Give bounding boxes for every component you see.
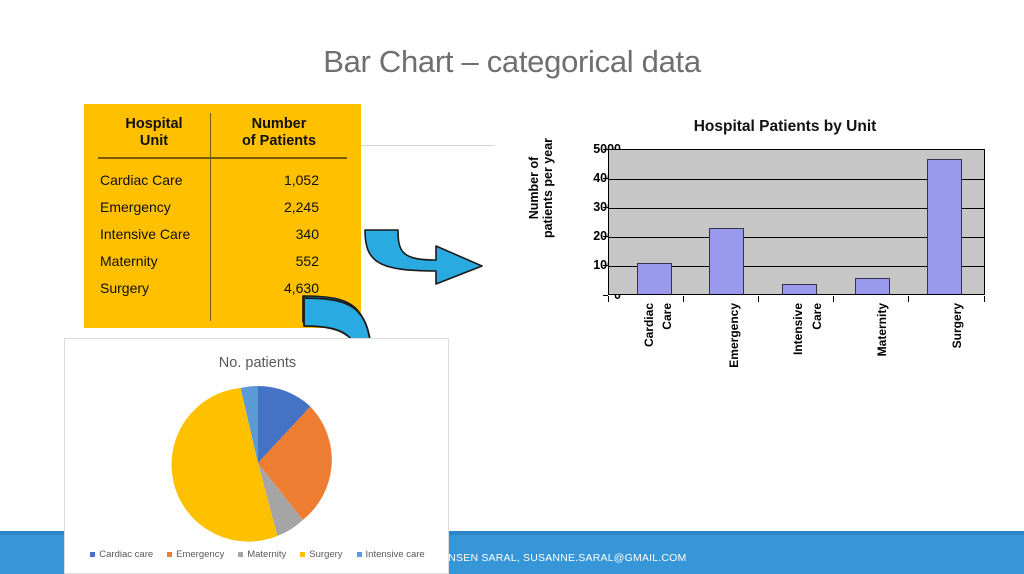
x-axis-tickmark bbox=[683, 296, 684, 302]
table-header-unit-line2: Unit bbox=[139, 133, 169, 149]
table-cell-unit: Maternity bbox=[100, 253, 158, 269]
legend-swatch-icon bbox=[90, 552, 96, 557]
x-axis-tick-maternity: Maternity bbox=[861, 303, 903, 376]
table-cell-unit: Cardiac Care bbox=[100, 172, 183, 188]
gridline bbox=[609, 237, 984, 238]
table-cell-patients: 340 bbox=[295, 226, 319, 242]
y-axis-tickmark bbox=[603, 149, 608, 150]
table-cell-patients: 4,630 bbox=[283, 280, 319, 296]
bar-cardiac-care bbox=[637, 263, 672, 294]
y-axis-tickmark bbox=[603, 178, 608, 179]
pie-slice-intensive-care bbox=[240, 386, 258, 463]
x-axis-tickmark bbox=[908, 296, 909, 302]
x-axis-tickmark bbox=[758, 296, 759, 302]
y-axis-tickmark bbox=[603, 207, 608, 208]
gridline bbox=[609, 179, 984, 180]
gridline bbox=[609, 266, 984, 267]
pie-slice-cardiac-care bbox=[258, 385, 311, 463]
pie-slice-maternity bbox=[258, 463, 303, 536]
bar-chart: Hospital Patients by Unit Number of pati… bbox=[505, 118, 1005, 383]
legend-swatch-icon bbox=[300, 552, 306, 557]
table-header-unit: Hospital Unit bbox=[98, 116, 210, 150]
legend-swatch-icon bbox=[238, 552, 244, 557]
bar-surgery bbox=[927, 159, 962, 294]
table-cell-patients: 552 bbox=[295, 253, 319, 269]
x-axis-tick-emergency: Emergency bbox=[713, 303, 755, 388]
legend-label: Emergency bbox=[176, 549, 225, 560]
x-tick-line2: Care bbox=[810, 303, 824, 330]
x-tick-line1: Emergency bbox=[727, 303, 741, 368]
bar-emergency bbox=[709, 228, 744, 294]
x-tick-line1: Surgery bbox=[950, 303, 964, 349]
pie-chart-title: No. patients bbox=[218, 355, 297, 371]
table-header-unit-line1: Hospital bbox=[125, 116, 183, 132]
bar-intensive-care bbox=[782, 284, 817, 294]
legend-item-surgery: Surgery bbox=[300, 549, 343, 560]
table-header-patients-line1: Number bbox=[251, 116, 307, 132]
legend-swatch-icon bbox=[356, 552, 362, 557]
legend-label: Maternity bbox=[247, 549, 287, 560]
bar-chart-plot-area bbox=[608, 149, 985, 295]
legend-label: Intensive care bbox=[365, 549, 425, 560]
legend-label: Cardiac care bbox=[99, 549, 154, 560]
x-axis-tickmark bbox=[833, 296, 834, 302]
pie-chart-graphic bbox=[171, 385, 332, 542]
y-axis-tick: 0 bbox=[614, 288, 621, 302]
legend-item-emergency: Emergency bbox=[167, 549, 224, 560]
y-axis-tickmark bbox=[603, 236, 608, 237]
y-axis-tickmark bbox=[603, 265, 608, 266]
table-header-patients: Number of Patients bbox=[211, 116, 347, 150]
x-tick-line2: Care bbox=[660, 303, 674, 330]
curved-right-arrow-icon bbox=[364, 229, 483, 285]
y-axis-label-line2: patients per year bbox=[541, 137, 555, 239]
bar-chart-y-axis-label: Number of patients per year bbox=[527, 108, 555, 268]
legend-item-maternity: Maternity bbox=[238, 549, 286, 560]
legend-label: Surgery bbox=[309, 549, 343, 560]
y-axis-tickmark bbox=[603, 295, 608, 296]
gridline bbox=[609, 208, 984, 209]
footer-stripe bbox=[0, 531, 1024, 535]
legend-item-intensive-care: Intensive care bbox=[356, 549, 425, 560]
table-cell-patients: 2,245 bbox=[283, 199, 319, 215]
x-axis-tick-intensive-care-line2: Care bbox=[796, 303, 838, 350]
hospital-data-table: Hospital Unit Number of Patients Cardiac… bbox=[84, 104, 361, 328]
table-cell-patients: 1,052 bbox=[283, 172, 319, 188]
bar-chart-title: Hospital Patients by Unit bbox=[693, 118, 877, 135]
x-tick-line1: Maternity bbox=[875, 303, 889, 357]
x-axis-tickmark bbox=[608, 296, 609, 302]
table-vertical-rule bbox=[210, 113, 211, 321]
table-cell-unit: Intensive Care bbox=[100, 226, 191, 242]
table-cell-unit: Surgery bbox=[100, 280, 150, 296]
bar-maternity bbox=[855, 278, 890, 294]
table-header-patients-line2: of Patients bbox=[241, 133, 317, 149]
footer-credit: SUSANNE HANSEN SARAL, SUSANNE.SARAL@GMAI… bbox=[378, 552, 687, 564]
table-cell-unit: Emergency bbox=[100, 199, 171, 215]
x-axis-tick-cardiac-care-line2: Care bbox=[646, 303, 688, 350]
pie-chart-panel: No. patients Cardiac care Emergency bbox=[64, 338, 449, 574]
page-title: Bar Chart – categorical data bbox=[323, 44, 701, 79]
pie-slice-surgery bbox=[171, 388, 278, 542]
pie-chart-legend: Cardiac care Emergency Maternity Surgery… bbox=[65, 549, 450, 560]
y-axis-label-line1: Number of bbox=[527, 156, 541, 220]
legend-item-cardiac-care: Cardiac care bbox=[90, 549, 153, 560]
legend-swatch-icon bbox=[167, 552, 173, 557]
x-axis-tick-surgery: Surgery bbox=[936, 303, 978, 368]
pie-slice-emergency bbox=[258, 406, 332, 520]
table-header-rule bbox=[98, 157, 347, 159]
x-axis-tickmark bbox=[984, 296, 985, 302]
